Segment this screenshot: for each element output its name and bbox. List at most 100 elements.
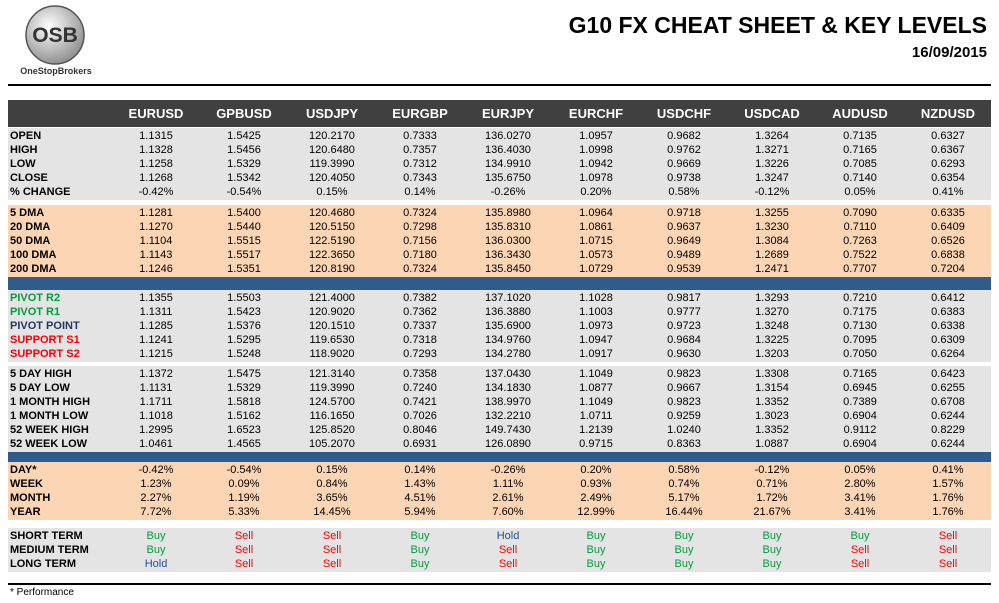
- cell-value: Sell: [234, 530, 254, 542]
- cell-value: 1.0240: [667, 424, 701, 436]
- cell-value: 1.1268: [139, 172, 173, 184]
- cell-value: 0.7263: [843, 235, 877, 247]
- cell-value: 122.5190: [309, 235, 355, 247]
- cell-value: 7.60%: [492, 506, 524, 518]
- cell-value: 121.3140: [309, 368, 355, 380]
- cell-value: 105.2070: [309, 438, 355, 450]
- row-label: LOW: [10, 158, 36, 170]
- cell-value: 120.8190: [309, 263, 355, 275]
- row-label: YEAR: [10, 506, 41, 518]
- cell-value: 0.6412: [931, 292, 965, 304]
- cell-value: 1.0573: [579, 249, 613, 261]
- cell-value: 0.7333: [403, 130, 437, 142]
- cell-value: 1.1315: [139, 130, 173, 142]
- cell-value: 0.6244: [931, 410, 965, 422]
- cell-value: -0.42%: [138, 186, 174, 198]
- cell-value: 0.7095: [843, 334, 877, 346]
- cell-value: 1.1131: [139, 382, 173, 394]
- cell-value: 125.8520: [309, 424, 355, 436]
- cell-value: 0.6383: [931, 306, 965, 318]
- cell-value: 1.2689: [755, 249, 789, 261]
- cell-value: -0.26%: [490, 186, 526, 198]
- cell-value: 1.43%: [404, 478, 436, 490]
- cell-value: 1.5248: [227, 348, 261, 360]
- cell-value: 1.5162: [227, 410, 261, 422]
- cell-value: 1.0715: [579, 235, 613, 247]
- cell-value: 7.72%: [140, 506, 172, 518]
- cell-value: 120.5150: [309, 221, 355, 233]
- cell-value: 1.5400: [227, 207, 261, 219]
- cell-value: 116.1650: [309, 410, 355, 422]
- cell-value: 1.5425: [227, 130, 261, 142]
- cell-value: 136.0300: [485, 235, 531, 247]
- cell-value: 0.6244: [931, 438, 965, 450]
- cell-value: -0.12%: [754, 464, 790, 476]
- cell-value: 136.4030: [485, 144, 531, 156]
- footnote: * Performance: [10, 587, 74, 598]
- logo-circle: [25, 5, 85, 65]
- cell-value: 119.6530: [309, 334, 355, 346]
- cell-value: 0.6423: [931, 368, 965, 380]
- cell-value: Buy: [762, 558, 782, 570]
- cell-value: 1.0978: [579, 172, 613, 184]
- cell-value: 0.6354: [931, 172, 965, 184]
- cell-value: 0.9762: [667, 144, 701, 156]
- cell-value: 132.2210: [485, 410, 531, 422]
- cell-value: 1.0877: [579, 382, 613, 394]
- cell-value: 1.3154: [755, 382, 789, 394]
- cell-value: 0.15%: [316, 464, 348, 476]
- cell-value: 1.3023: [755, 410, 789, 422]
- cell-value: 0.41%: [932, 464, 964, 476]
- cell-value: 0.7343: [403, 172, 437, 184]
- cell-value: 0.7358: [403, 368, 437, 380]
- cell-value: 0.74%: [668, 478, 700, 490]
- cell-value: 136.0270: [485, 130, 531, 142]
- cell-value: 0.71%: [756, 478, 788, 490]
- cell-value: 118.9020: [309, 348, 355, 360]
- row-label: 5 DAY LOW: [10, 382, 70, 394]
- cell-value: 1.5475: [227, 368, 261, 380]
- cell-value: 1.1270: [139, 221, 173, 233]
- cell-value: 0.9823: [667, 368, 701, 380]
- cell-value: 3.41%: [844, 506, 876, 518]
- cell-value: 1.0887: [755, 438, 789, 450]
- cell-value: 135.6750: [485, 172, 531, 184]
- cell-value: Sell: [234, 544, 254, 556]
- cell-value: 120.4680: [309, 207, 355, 219]
- cell-value: Buy: [410, 544, 430, 556]
- cell-value: 1.1311: [139, 306, 173, 318]
- cell-value: 1.3084: [755, 235, 789, 247]
- cell-value: 0.9667: [667, 382, 701, 394]
- column-header: EURGBP: [392, 106, 448, 121]
- cell-value: 119.3990: [309, 382, 355, 394]
- cell-value: 120.4050: [309, 172, 355, 184]
- cell-value: 1.0711: [579, 410, 613, 422]
- column-header: USDCHF: [656, 106, 712, 121]
- cell-value: 1.3293: [755, 292, 789, 304]
- cell-value: 1.5295: [227, 334, 261, 346]
- cell-value: Sell: [498, 544, 518, 556]
- row-label: PIVOT R1: [10, 306, 61, 318]
- cell-value: 1.3308: [755, 368, 789, 380]
- cell-value: 4.51%: [404, 492, 436, 504]
- cell-value: 1.76%: [932, 506, 964, 518]
- cell-value: 0.7382: [403, 292, 437, 304]
- cell-value: 120.9020: [309, 306, 355, 318]
- cell-value: 0.7175: [843, 306, 877, 318]
- cell-value: 149.7430: [485, 424, 531, 436]
- column-header: USDJPY: [305, 106, 359, 121]
- cell-value: 1.0947: [579, 334, 613, 346]
- cell-value: 0.7140: [843, 172, 877, 184]
- section-bg: [8, 528, 991, 572]
- cell-value: 0.9777: [667, 306, 701, 318]
- cell-value: 135.8980: [485, 207, 531, 219]
- cell-value: 0.6409: [931, 221, 965, 233]
- cell-value: 0.7180: [403, 249, 437, 261]
- cell-value: 16.44%: [665, 506, 703, 518]
- cell-value: 3.41%: [844, 492, 876, 504]
- cell-value: 1.5351: [227, 263, 261, 275]
- cell-value: 1.5818: [227, 396, 261, 408]
- cell-value: 0.9718: [667, 207, 701, 219]
- cell-value: 1.1285: [139, 320, 173, 332]
- cell-value: 1.1372: [139, 368, 173, 380]
